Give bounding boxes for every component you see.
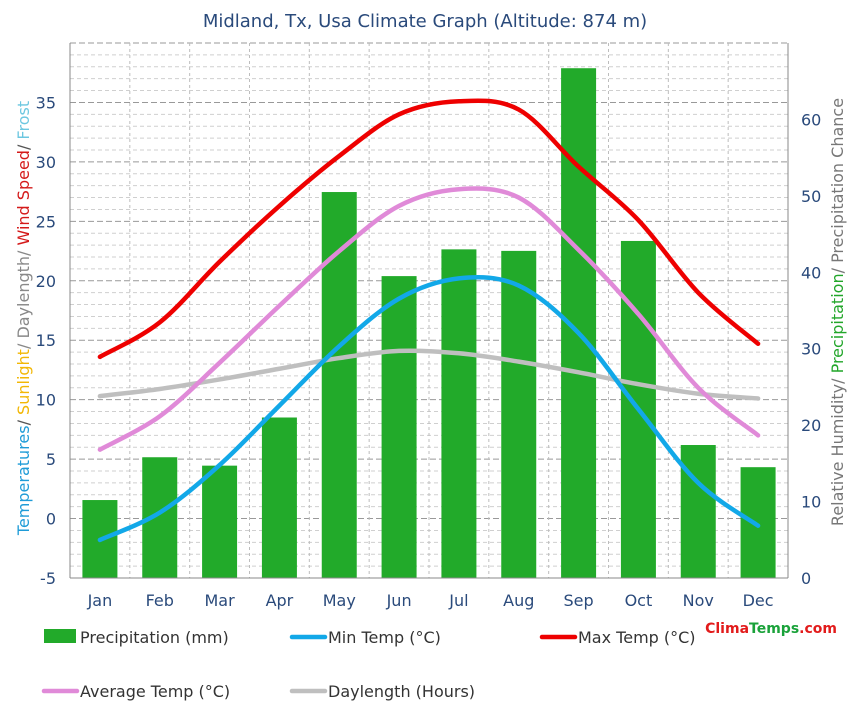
right-tick-label: 10	[801, 493, 821, 512]
left-tick-label: 0	[46, 510, 56, 529]
left-tick-label: 25	[36, 212, 56, 231]
x-tick-label: Oct	[625, 591, 653, 610]
right-tick-label: 30	[801, 340, 821, 359]
legend: Precipitation (mm) Min Temp (°C) Max Temp …	[41, 628, 696, 701]
right-tick-label: 0	[801, 569, 811, 588]
precip-bar-apr	[261, 417, 297, 578]
axis-label-part: Wind Speed	[14, 150, 33, 245]
axis-label-part: Temperatures	[14, 425, 33, 536]
right-axis-ticks: 0 10 20 30 40 50 60	[801, 110, 821, 588]
left-tick-label: 35	[36, 93, 56, 112]
precip-bar-may	[321, 192, 357, 579]
series-lines	[97, 98, 761, 543]
axes	[69, 43, 789, 579]
x-tick-label: Feb	[146, 591, 174, 610]
precip-bar-aug	[501, 250, 537, 578]
min-temp-c-line	[97, 275, 761, 543]
axis-label-part: / Daylength/	[14, 245, 33, 349]
right-tick-label: 50	[801, 187, 821, 206]
right-tick-label: 20	[801, 416, 821, 435]
precip-bar-mar	[202, 465, 238, 578]
left-axis-ticks: -5 0 5 10 15 20 25 30 35	[36, 93, 56, 588]
daylength-hours-line	[97, 348, 761, 401]
x-tick-label: Mar	[204, 591, 235, 610]
axis-label-part: /	[14, 140, 33, 150]
precip-bar-jul	[441, 249, 477, 578]
left-axis-label: Temperatures/ Sunlight/ Daylength/ Wind …	[14, 101, 33, 536]
x-tick-label: Dec	[743, 591, 774, 610]
brand-logo[interactable]: ClimaTemps.com	[705, 621, 837, 637]
x-tick-label: Aug	[503, 591, 534, 610]
x-tick-label: Jan	[87, 591, 113, 610]
legend-label: Daylength (Hours)	[328, 682, 475, 701]
legend-swatch-precipitation	[44, 629, 76, 643]
axis-label-part: Relative Humidity/	[828, 373, 847, 526]
max-temp-c-line	[97, 98, 761, 360]
legend-label: Precipitation (mm)	[80, 628, 229, 647]
left-tick-label: 5	[46, 450, 56, 469]
left-tick-label: 20	[36, 272, 56, 291]
x-tick-label: Jun	[386, 591, 412, 610]
axis-label-part: Precipitation	[828, 273, 847, 373]
x-tick-label: May	[323, 591, 356, 610]
left-tick-label: 15	[36, 331, 56, 350]
precip-bar-dec	[740, 467, 776, 578]
legend-label: Max Temp (°C)	[578, 628, 696, 647]
x-axis-ticks: Jan Feb Mar Apr May Jun Jul Aug Sep Oct Nov Dec	[87, 591, 774, 610]
right-tick-label: 60	[801, 110, 821, 129]
average-temp-c-line	[97, 186, 761, 452]
x-tick-label: Apr	[266, 591, 294, 610]
legend-label: Min Temp (°C)	[328, 628, 441, 647]
precip-bar-nov	[680, 445, 716, 578]
x-tick-label: Nov	[683, 591, 714, 610]
axis-label-part: Sunlight	[14, 349, 33, 415]
left-tick-label: 30	[36, 153, 56, 172]
axis-label-part: / Precipitation Chance	[828, 98, 847, 273]
x-tick-label: Jul	[448, 591, 468, 610]
x-tick-label: Sep	[564, 591, 594, 610]
axis-label-part: Frost	[14, 101, 33, 140]
chart-title: Midland, Tx, Usa Climate Graph (Altitude…	[203, 11, 647, 32]
left-tick-label: 10	[36, 391, 56, 410]
legend-label: Average Temp (°C)	[80, 682, 230, 701]
axis-label-part: /	[14, 415, 33, 425]
right-axis-label: Relative Humidity/ Precipitation/ Precip…	[828, 98, 847, 526]
right-tick-label: 40	[801, 263, 821, 282]
left-tick-label: -5	[40, 569, 56, 588]
precip-bar-jun	[381, 276, 417, 578]
